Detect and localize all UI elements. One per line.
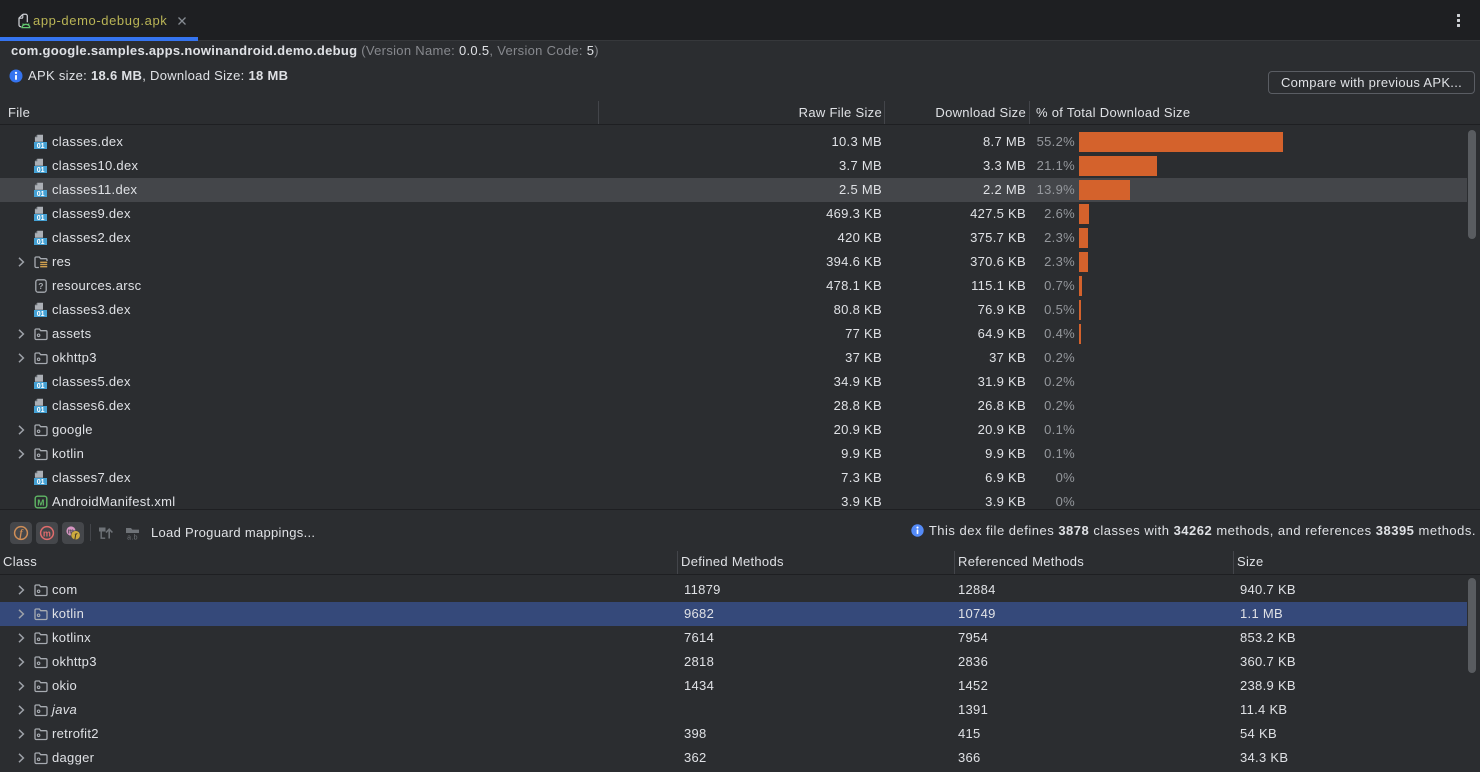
svg-text:01: 01 — [37, 479, 45, 486]
svg-text:m: m — [68, 529, 75, 536]
svg-text:01: 01 — [37, 191, 45, 198]
svg-text:01: 01 — [37, 383, 45, 390]
svg-text:a.b: a.b — [127, 535, 138, 541]
svg-text:?: ? — [38, 281, 44, 291]
svg-text:m: m — [43, 528, 51, 538]
svg-text:01: 01 — [37, 143, 45, 150]
svg-text:01: 01 — [37, 407, 45, 414]
svg-text:f: f — [19, 529, 24, 540]
svg-text:01: 01 — [37, 215, 45, 222]
svg-text:01: 01 — [37, 311, 45, 318]
svg-text:f: f — [74, 531, 78, 540]
svg-text:01: 01 — [37, 239, 45, 246]
svg-text:M: M — [37, 497, 44, 507]
svg-text:01: 01 — [37, 167, 45, 174]
